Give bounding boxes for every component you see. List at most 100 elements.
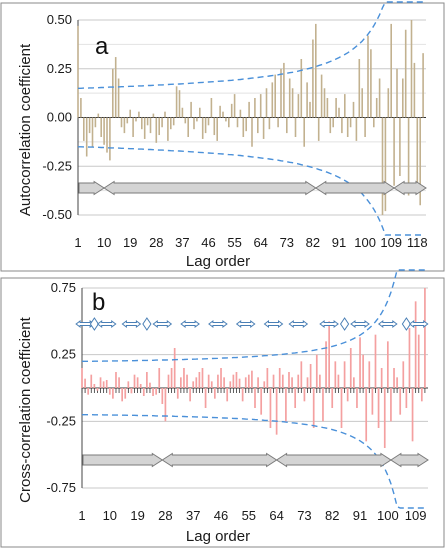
panel-a-bar (161, 117, 163, 128)
panel-b-bar (136, 377, 139, 388)
panel-a-bar (126, 117, 129, 124)
panel-a-bar (222, 111, 224, 118)
panel-b-ytick-label: 0.75 (51, 280, 76, 295)
panel-b-bar (210, 381, 213, 388)
panel-a-bar (155, 117, 158, 143)
panel-a-bar (190, 101, 192, 118)
panel-b-bar (424, 288, 426, 388)
panel-a-bar (85, 117, 88, 157)
panel-a-bar (201, 117, 204, 139)
panel-b-xtick-label: 55 (242, 508, 256, 523)
panel-a-bar (117, 78, 120, 118)
panel-a-bar (280, 68, 282, 118)
panel-b-bar (87, 388, 90, 395)
panel-a-bar (338, 107, 340, 118)
panel-b-bar (315, 354, 318, 388)
panel-a-bar (413, 62, 416, 118)
panel-a-bar (259, 94, 262, 118)
panel-b-bar (362, 354, 364, 388)
panel-a-bar (399, 117, 401, 176)
panel-a-bar (152, 113, 155, 118)
panel-b-bar (346, 388, 349, 402)
panel-b-bar (377, 388, 380, 428)
panel-a-bar (100, 117, 102, 137)
panel-b-period-marker (152, 320, 173, 328)
panel-a-bar (112, 68, 114, 118)
panel-b-bar (226, 388, 229, 402)
panel-b-bar (149, 382, 151, 388)
panel-a-bar (106, 117, 108, 153)
panel-b-bar (278, 368, 281, 388)
panel-a-bar (94, 117, 97, 128)
panel-a-bar (164, 111, 166, 118)
panel-a-period-arrow (78, 180, 106, 196)
panel-b-ytick-label: -0.75 (46, 480, 76, 495)
panel-a-bar (254, 98, 256, 118)
panel-b-bar (90, 374, 93, 388)
panel-b-bar (204, 388, 207, 408)
panel-a-bar (158, 117, 160, 136)
panel-a-xtick-label: 64 (253, 235, 267, 250)
panel-b-bar (368, 361, 371, 388)
panel-b-bar (353, 377, 355, 388)
panel-b-period-marker (208, 320, 228, 328)
panel-a-bar (149, 117, 152, 134)
panel-a-bar (199, 107, 201, 118)
panel-b-bar (337, 374, 340, 388)
panel-b-bar (343, 361, 346, 388)
panel-b-xtick-label: 10 (103, 508, 117, 523)
panel-b-xtick-label: 1 (78, 508, 85, 523)
panel-b-xtick-label: 19 (130, 508, 144, 523)
panel-b-bar (170, 368, 173, 388)
panel-b-bar (328, 321, 330, 388)
panel-b-period-marker (319, 320, 339, 328)
panel-b-bar (383, 388, 386, 448)
panel-b-bar (164, 388, 167, 422)
panel-b-xtick-label: 91 (353, 508, 367, 523)
panel-a-period-arrow (314, 180, 396, 196)
panel-b-bar (207, 374, 210, 388)
panel-b-bar (152, 388, 154, 396)
panel-b-upper-bound (82, 269, 425, 362)
panel-b-bar (247, 374, 250, 388)
panel-a-bar (416, 117, 419, 192)
panel-a-bar (297, 94, 300, 118)
panel-a-bar (361, 88, 363, 118)
panel-b-bar (297, 374, 300, 388)
panel-b-xtick-label: 64 (269, 508, 283, 523)
panel-b-bar (285, 388, 287, 422)
panel-a-bar (291, 88, 294, 118)
panel-b-bar (408, 328, 411, 388)
panel-b-bar (331, 388, 334, 408)
panel-b-bar (241, 388, 244, 402)
panel-b-bar (365, 388, 368, 442)
panel-a-bar (390, 23, 392, 118)
panel-b-bar (281, 374, 284, 388)
panel-a-bar (143, 117, 146, 139)
panel-a-bar (193, 117, 195, 130)
panel-b-period-arrow (275, 452, 392, 468)
panel-b-bar (405, 388, 408, 408)
panel-b-bar (349, 348, 352, 388)
panel-a-bar (317, 117, 320, 141)
panel-b-bar (257, 377, 259, 388)
panel-a-bar (257, 117, 259, 134)
panel-a-bar (387, 88, 390, 118)
panel-a-bar (378, 78, 381, 118)
panel-a-bar (97, 113, 100, 118)
panel-a-bar (230, 103, 233, 118)
panel-b-bar (356, 388, 358, 408)
panel-b-bar (201, 368, 204, 388)
panel-b-bar (213, 388, 216, 399)
panel-b-bar (102, 381, 105, 388)
panel-b-label: b (92, 289, 105, 316)
panel-a-xtick-label: 37 (175, 235, 189, 250)
panel-a-bar (120, 117, 123, 128)
panel-b-bar (192, 381, 195, 388)
panel-b-bar (84, 378, 86, 388)
panel-a-bar (393, 117, 395, 186)
panel-b-xtick-label: 46 (214, 508, 228, 523)
panel-a-lower-bound (78, 146, 424, 236)
panel-a-xtick-label: 46 (201, 235, 215, 250)
panel-b-bar (180, 377, 182, 388)
